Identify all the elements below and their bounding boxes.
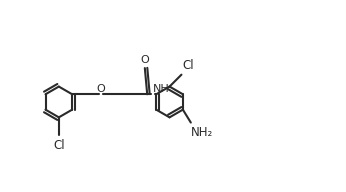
Text: O: O: [140, 55, 149, 65]
Text: NH: NH: [153, 84, 170, 94]
Text: Cl: Cl: [182, 59, 193, 72]
Text: Cl: Cl: [53, 139, 65, 152]
Text: NH₂: NH₂: [191, 126, 213, 139]
Text: O: O: [97, 84, 105, 94]
